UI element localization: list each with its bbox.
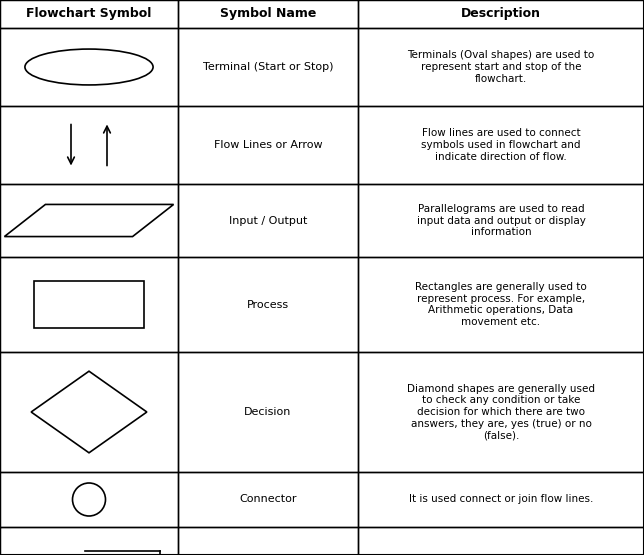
Bar (178, 28, 358, 106)
Bar (178, 184, 358, 257)
Bar (178, 257, 358, 352)
Bar (178, 106, 358, 184)
Bar (0, 527, 178, 555)
Text: Process: Process (247, 300, 289, 310)
Bar (0, 472, 178, 527)
Text: Connector: Connector (240, 495, 297, 504)
Bar (34, 281, 144, 328)
Bar (178, 352, 358, 472)
Bar (358, 352, 644, 472)
Bar (178, 0, 358, 28)
Bar (358, 28, 644, 106)
Text: Flowchart Symbol: Flowchart Symbol (26, 8, 152, 21)
Bar (358, 0, 644, 28)
Bar (358, 257, 644, 352)
Bar (358, 527, 644, 555)
Bar (0, 0, 178, 28)
Text: Rectangles are generally used to
represent process. For example,
Arithmetic oper: Rectangles are generally used to represe… (415, 282, 587, 327)
Text: Input / Output: Input / Output (229, 215, 307, 225)
Bar (0, 352, 178, 472)
Text: It is used connect or join flow lines.: It is used connect or join flow lines. (409, 495, 593, 504)
Text: Terminal (Start or Stop): Terminal (Start or Stop) (203, 62, 333, 72)
Bar (358, 184, 644, 257)
Bar (0, 106, 178, 184)
Bar (178, 527, 358, 555)
Text: Diamond shapes are generally used
to check any condition or take
decision for wh: Diamond shapes are generally used to che… (407, 384, 595, 440)
Text: Symbol Name: Symbol Name (220, 8, 316, 21)
Bar (0, 28, 178, 106)
Bar (358, 472, 644, 527)
Bar (358, 106, 644, 184)
Text: Flow Lines or Arrow: Flow Lines or Arrow (214, 140, 322, 150)
Text: Parallelograms are used to read
input data and output or display
information: Parallelograms are used to read input da… (417, 204, 585, 237)
Text: Decision: Decision (244, 407, 292, 417)
Bar (0, 184, 178, 257)
Text: Description: Description (461, 8, 541, 21)
Text: Terminals (Oval shapes) are used to
represent start and stop of the
flowchart.: Terminals (Oval shapes) are used to repr… (408, 51, 594, 84)
Text: Flow lines are used to connect
symbols used in flowchart and
indicate direction : Flow lines are used to connect symbols u… (421, 128, 581, 162)
Bar (0, 257, 178, 352)
Bar (178, 472, 358, 527)
